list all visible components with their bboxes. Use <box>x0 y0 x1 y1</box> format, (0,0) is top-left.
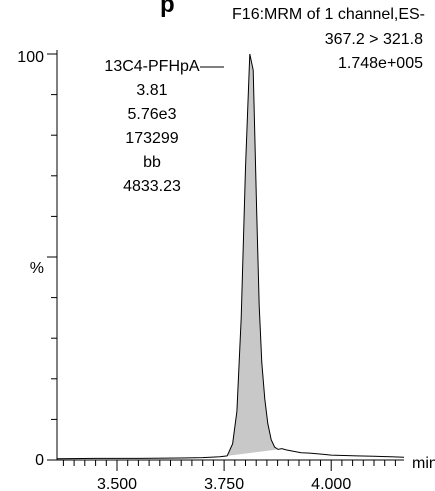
y-tick-label-top: 100 <box>17 49 44 66</box>
y-tick-label-bottom: 0 <box>35 452 44 469</box>
peak-baseline-code: bb <box>143 154 161 171</box>
chart-title-partial: p <box>160 0 175 18</box>
x-tick-label: 3.750 <box>204 476 244 491</box>
header-line-1: F16:MRM of 1 channel,ES- <box>232 6 425 23</box>
peak-area-fill <box>227 54 279 456</box>
chromatogram-trace <box>56 53 405 460</box>
x-axis-tick-labels: 3.500 3.750 4.000 <box>97 476 351 491</box>
x-tick-label: 4.000 <box>311 476 351 491</box>
peak-compound-name: 13C4-PFHpA <box>104 58 199 75</box>
header-line-3: 1.748e+005 <box>338 55 423 72</box>
peak-signal-noise: 4833.23 <box>123 178 181 195</box>
x-tick-label: 3.500 <box>97 476 137 491</box>
y-tick-label-mid: % <box>30 260 44 277</box>
header-line-2: 367.2 > 321.8 <box>325 31 423 48</box>
x-axis-label: min <box>412 455 435 472</box>
peak-retention-time: 3.81 <box>136 82 167 99</box>
peak-area: 173299 <box>125 130 178 147</box>
x-axis-ticks <box>62 460 396 471</box>
peak-annotation: 13C4-PFHpA 3.81 5.76e3 173299 bb 4833.23 <box>104 58 224 195</box>
y-axis-ticks <box>47 53 57 461</box>
peak-height: 5.76e3 <box>128 106 177 123</box>
